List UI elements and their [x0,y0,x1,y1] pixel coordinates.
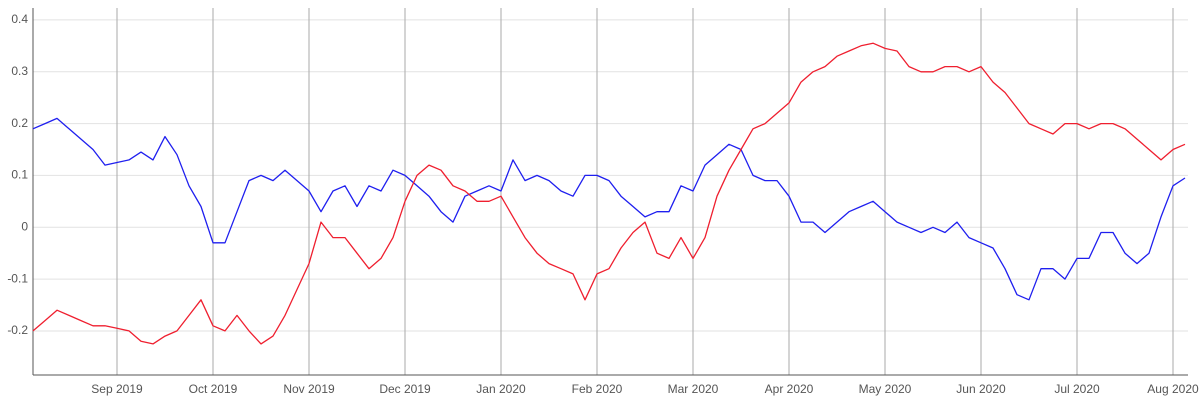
series-line [32,42,1186,345]
y-tick-label: 0.1 [11,168,28,182]
x-tick-label: May 2020 [859,382,912,396]
x-tick-label: Jan 2020 [476,382,526,396]
x-tick-label: Mar 2020 [668,382,719,396]
x-tick-label: Oct 2019 [189,382,238,396]
y-tick-label: 0.3 [11,64,28,78]
x-tick-label: Nov 2019 [283,382,335,396]
x-tick-label: Jun 2020 [956,382,1006,396]
x-tick-label: Feb 2020 [572,382,623,396]
y-tick-label: -0.2 [7,323,28,337]
y-tick-label: 0.2 [11,116,28,130]
x-tick-label: Aug 2020 [1147,382,1199,396]
x-tick-label: Apr 2020 [765,382,814,396]
series-line [32,117,1186,301]
y-tick-label: -0.1 [7,271,28,285]
y-tick-label: 0 [21,219,28,233]
x-tick-label: Jul 2020 [1054,382,1100,396]
y-tick-label: 0.4 [11,12,28,26]
x-tick-label: Dec 2019 [379,382,431,396]
x-tick-label: Sep 2019 [91,382,143,396]
